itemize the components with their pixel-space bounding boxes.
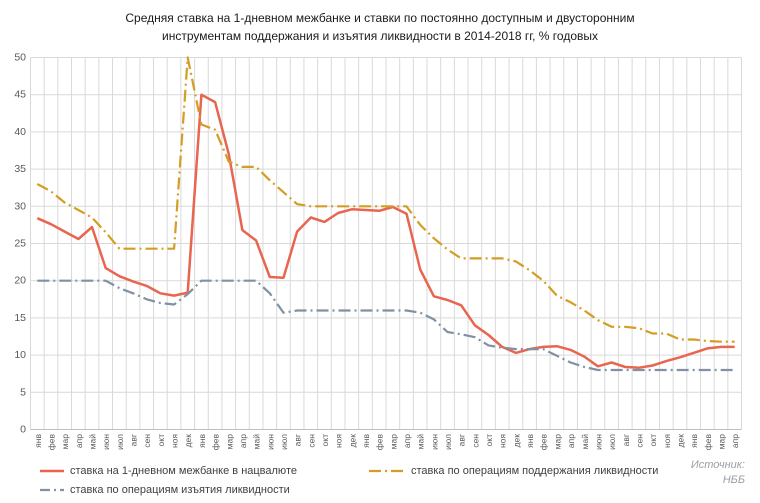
source-note: Источник: НББ: [691, 458, 745, 488]
x-tick-label: авг: [293, 434, 303, 446]
y-tick-label: 35: [14, 163, 26, 175]
y-tick-label: 0: [20, 424, 26, 436]
y-tick-label: 10: [14, 349, 26, 361]
y-tick-label: 40: [14, 126, 26, 138]
x-tick-label: окт: [156, 434, 166, 447]
x-tick-label: июн: [101, 434, 111, 450]
chart-title: Средняя ставка на 1-дневном межбанке и с…: [0, 9, 760, 45]
x-tick-label: дек: [347, 434, 357, 448]
x-tick-label: ноя: [334, 434, 344, 448]
legend-label-liquidity-withdrawal: ставка по операциям изъятия ликвидности: [70, 484, 290, 496]
x-tick-label: мар: [388, 434, 398, 450]
x-tick-label: фев: [375, 434, 385, 451]
legend-marker-liquidity-support-line: [369, 469, 405, 473]
x-tick-label: июн: [593, 434, 603, 450]
y-tick-label: 5: [20, 386, 26, 398]
x-tick-label: июл: [443, 434, 453, 450]
x-tick-label: мар: [224, 434, 234, 450]
x-tick-label: апр: [730, 434, 740, 448]
x-tick-label: апр: [74, 434, 84, 448]
legend-label-interbank: ставка на 1-дневном межбанке в нацвалюте: [70, 465, 297, 477]
x-tick-label: янв: [689, 434, 699, 448]
x-axis-labels: янв фев мар апр май июн июл авг сен окт ноя дек янв ф…: [33, 434, 740, 451]
chart-title-line2: инструментам поддержания и изъятия ликви…: [162, 29, 598, 43]
x-tick-label: янв: [525, 434, 535, 448]
y-tick-label: 30: [14, 200, 26, 212]
x-tick-label: авг: [457, 434, 467, 446]
series-line-0: [36, 93, 735, 369]
gridlines-horizontal: [30, 57, 742, 430]
x-tick-label: ноя: [498, 434, 508, 448]
legend-label-liquidity-support: ставка по операциям поддержания ликвидно…: [411, 465, 659, 477]
chart-title-line1: Средняя ставка на 1-дневном межбанке и с…: [125, 11, 635, 25]
legend-item-interbank: ставка на 1-дневном межбанке в нацвалюте: [39, 465, 297, 477]
x-tick-label: ноя: [662, 434, 672, 448]
source-note-line1: Источник:: [690, 459, 745, 471]
y-tick-label: 50: [14, 52, 26, 64]
x-tick-label: мар: [717, 434, 727, 450]
x-tick-label: авг: [621, 434, 631, 446]
x-tick-label: дек: [511, 434, 521, 448]
x-tick-label: дек: [676, 434, 686, 448]
x-tick-label: мар: [60, 434, 70, 450]
y-tick-label: 15: [14, 312, 26, 324]
x-tick-label: апр: [402, 434, 412, 448]
x-tick-label: дек: [183, 434, 193, 448]
x-tick-label: сен: [470, 434, 480, 448]
legend-item-liquidity-support: ставка по операциям поддержания ликвидно…: [368, 465, 658, 477]
x-tick-label: июл: [279, 434, 289, 450]
x-tick-label: ноя: [170, 434, 180, 448]
y-axis-labels: 0 5 10 15 20 25 30 35 40 45 50: [14, 52, 26, 436]
y-tick-label: 25: [14, 238, 26, 250]
legend-marker-interbank-line: [40, 469, 64, 473]
y-tick-label: 20: [14, 275, 26, 287]
x-tick-label: июн: [429, 434, 439, 450]
x-tick-label: авг: [129, 434, 139, 446]
x-tick-label: июл: [115, 434, 125, 450]
x-tick-label: май: [416, 434, 426, 450]
x-tick-label: окт: [484, 434, 494, 447]
x-tick-label: фев: [211, 434, 221, 451]
legend-item-liquidity-withdrawal: ставка по операциям изъятия ликвидности: [39, 484, 290, 496]
source-note-line2: НББ: [722, 474, 745, 486]
x-tick-label: янв: [361, 434, 371, 448]
x-tick-label: фев: [47, 434, 57, 451]
x-tick-label: сен: [635, 434, 645, 448]
x-tick-label: фев: [539, 434, 549, 451]
x-tick-label: сен: [142, 434, 152, 448]
x-tick-label: фев: [703, 434, 713, 451]
y-tick-label: 45: [14, 89, 26, 101]
x-tick-label: мар: [552, 434, 562, 450]
x-tick-label: июн: [265, 434, 275, 450]
x-tick-label: янв: [33, 434, 43, 448]
x-tick-label: май: [252, 434, 262, 450]
x-tick-label: янв: [197, 434, 207, 448]
x-tick-label: май: [88, 434, 98, 450]
x-tick-label: апр: [566, 434, 576, 448]
series-line-2: [37, 279, 735, 372]
x-tick-label: май: [580, 434, 590, 450]
legend-marker-liquidity-withdrawal-line: [40, 488, 64, 492]
x-tick-label: апр: [238, 434, 248, 448]
x-tick-label: июл: [607, 434, 617, 450]
x-tick-label: окт: [648, 434, 658, 447]
x-tick-label: окт: [320, 434, 330, 447]
series-line-1: [36, 56, 735, 343]
x-tick-label: сен: [306, 434, 316, 448]
